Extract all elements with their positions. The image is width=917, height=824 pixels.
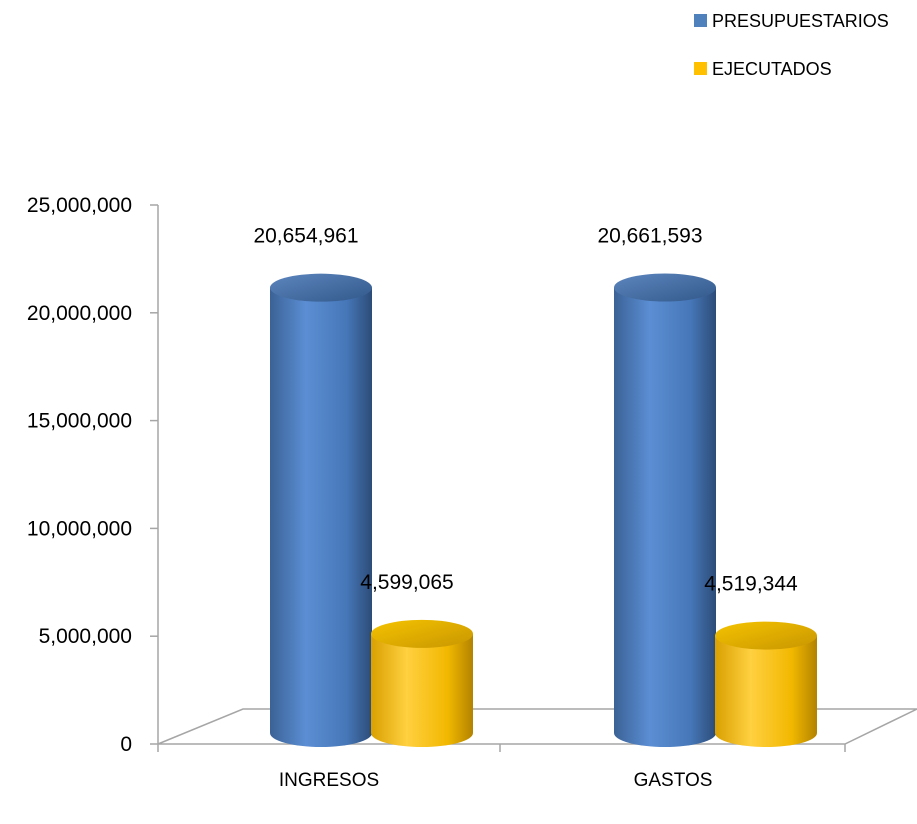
category-label: GASTOS	[634, 770, 713, 791]
y-tick-label: 20,000,000	[27, 302, 132, 325]
bar-ejecutados-ingresos	[371, 633, 473, 747]
bar-top-ejecutados-ingresos	[371, 619, 473, 648]
bar-top-presupuestarios-gastos	[614, 273, 716, 302]
y-axis-ticks: 0 5,000,000 10,000,000 15,000,000 20,000,000…	[27, 194, 158, 756]
data-label: 4,599,065	[360, 571, 453, 594]
legend: PRESUPUESTARIOS EJECUTADOS	[694, 11, 889, 79]
y-tick-label: 10,000,000	[27, 517, 132, 540]
legend-swatch-ejecutados	[694, 62, 707, 75]
bar-top-ejecutados-gastos	[715, 621, 817, 650]
legend-label-ejecutados: EJECUTADOS	[712, 59, 832, 79]
legend-label-presupuestarios: PRESUPUESTARIOS	[712, 11, 889, 31]
category-labels-group: INGRESOS GASTOS	[279, 770, 713, 791]
category-label: INGRESOS	[279, 770, 379, 791]
y-tick-label: 15,000,000	[27, 410, 132, 433]
bar-ejecutados-gastos	[715, 635, 817, 747]
bar-presupuestarios-ingresos	[270, 287, 372, 747]
y-tick-label: 25,000,000	[27, 194, 132, 217]
bar-presupuestarios-gastos	[614, 287, 716, 747]
data-label: 20,654,961	[253, 225, 358, 248]
data-label: 4,519,344	[704, 573, 798, 596]
bars-group	[270, 273, 817, 747]
data-labels-group: 20,654,961 4,599,065 20,661,593 4,519,344	[253, 225, 798, 596]
bar-top-presupuestarios-ingresos	[270, 273, 372, 302]
y-tick-label: 0	[120, 733, 132, 756]
legend-swatch-presupuestarios	[694, 14, 707, 27]
y-tick-label: 5,000,000	[39, 625, 132, 648]
data-label: 20,661,593	[597, 225, 702, 248]
